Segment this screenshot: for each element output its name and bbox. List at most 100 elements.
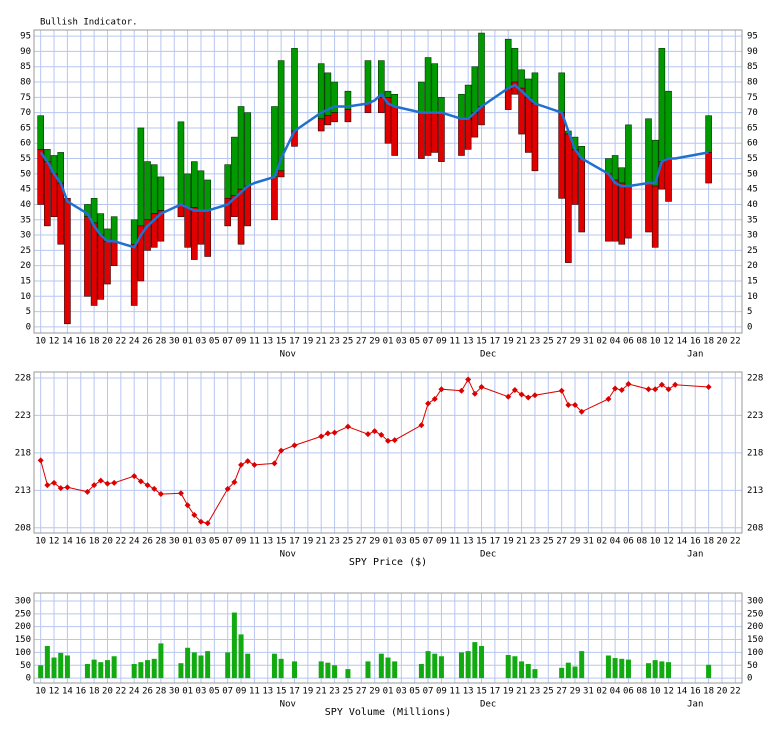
x-tick-label: 18 (89, 687, 100, 697)
x-tick-label: 03 (396, 687, 407, 697)
bear-bar (277, 170, 285, 178)
x-tick-label: 18 (703, 537, 714, 547)
y-tick-label-left: 20 (20, 261, 31, 271)
x-tick-label: 10 (650, 537, 661, 547)
volume-bar (519, 661, 525, 679)
bear-bar (471, 112, 479, 138)
bear-bar (90, 222, 98, 306)
x-tick-label: 16 (75, 537, 86, 547)
volume-bar (559, 667, 565, 679)
x-tick-label: 15 (276, 337, 287, 347)
x-tick-label: 01 (383, 537, 394, 547)
x-tick-label: 18 (703, 337, 714, 347)
x-tick-label: 03 (396, 537, 407, 547)
volume-bar (145, 660, 151, 679)
volume-bar (666, 662, 672, 679)
month-label: Nov (280, 350, 296, 360)
volume-bar (98, 662, 104, 679)
bull-bar (130, 219, 138, 245)
y-tick-label-right: 300 (747, 596, 763, 606)
bear-bar (204, 210, 211, 257)
y-tick-label-left: 208 (15, 523, 31, 533)
volume-bar (652, 660, 658, 679)
x-tick-label: 03 (196, 687, 207, 697)
bear-bar (344, 109, 352, 123)
bear-bar (150, 213, 158, 248)
volume-bar (645, 663, 651, 679)
x-tick-label: 15 (476, 687, 487, 697)
bear-bar (565, 133, 572, 263)
y-tick-label-left: 60 (20, 139, 31, 149)
y-tick-label-right: 0 (747, 322, 752, 332)
volume-bar (231, 612, 237, 679)
bear-bar (237, 188, 245, 245)
x-tick-label: 25 (343, 537, 354, 547)
bear-bar (524, 97, 532, 153)
volume-bar (418, 663, 424, 679)
volume-bar (465, 651, 471, 679)
volume-bar (178, 663, 184, 679)
x-tick-label: 09 (436, 537, 447, 547)
x-tick-label: 25 (543, 337, 554, 347)
volume-bar (64, 655, 70, 679)
x-tick-label: 31 (583, 537, 594, 547)
x-tick-label: 13 (262, 537, 273, 547)
x-tick-label: 16 (690, 337, 701, 347)
x-tick-label: 27 (356, 687, 367, 697)
x-tick-label: 08 (636, 687, 647, 697)
x-tick-label: 17 (289, 537, 300, 547)
x-tick-label: 13 (463, 337, 474, 347)
volume-bar (365, 661, 371, 679)
x-tick-label: 17 (289, 337, 300, 347)
y-tick-label-left: 0 (26, 322, 31, 332)
price-marker (131, 473, 138, 480)
price-marker (184, 502, 191, 509)
volume-bar (458, 652, 464, 679)
bull-bar (418, 81, 425, 113)
price-marker (204, 520, 211, 527)
y-tick-label-left: 213 (15, 486, 31, 496)
y-tick-label-left: 45 (20, 185, 31, 195)
price-marker (558, 387, 565, 394)
x-tick-label: 22 (115, 687, 126, 697)
x-tick-label: 20 (717, 337, 728, 347)
x-tick-label: 12 (663, 687, 674, 697)
bull-bar (618, 167, 626, 184)
price-marker (605, 395, 612, 402)
y-tick-label-right: 90 (747, 47, 758, 57)
y-tick-label-right: 25 (747, 246, 758, 256)
x-tick-label: 11 (249, 337, 260, 347)
x-tick-label: 20 (717, 537, 728, 547)
x-tick-label: 02 (596, 687, 607, 697)
x-tick-label: 12 (49, 537, 60, 547)
x-tick-label: 23 (329, 687, 340, 697)
price-marker (44, 482, 51, 489)
bull-bar (224, 164, 231, 199)
y-tick-label-left: 223 (15, 411, 31, 421)
price-marker (525, 394, 532, 401)
x-tick-label: 28 (155, 687, 166, 697)
volume-bar (472, 642, 478, 679)
price-marker (97, 477, 104, 484)
y-tick-label-right: 228 (747, 373, 763, 383)
y-tick-label-left: 300 (15, 596, 31, 606)
y-tick-label-left: 10 (20, 292, 31, 302)
x-tick-label: 09 (236, 337, 247, 347)
y-tick-label-right: 85 (747, 62, 758, 72)
price-marker (518, 391, 525, 398)
volume-bar (104, 660, 110, 679)
bear-bar (231, 194, 238, 217)
price-marker (645, 386, 652, 393)
bull-bar (110, 216, 118, 242)
x-tick-label: 29 (570, 687, 581, 697)
price-marker (197, 518, 204, 525)
bear-bar (244, 185, 252, 227)
month-label: Jan (687, 700, 703, 710)
bull-bar (458, 93, 465, 120)
bear-bar (424, 112, 432, 156)
y-tick-label-left: 70 (20, 108, 31, 118)
bear-bar (191, 207, 198, 260)
bull-bar (364, 60, 372, 104)
bear-bar (378, 97, 385, 113)
